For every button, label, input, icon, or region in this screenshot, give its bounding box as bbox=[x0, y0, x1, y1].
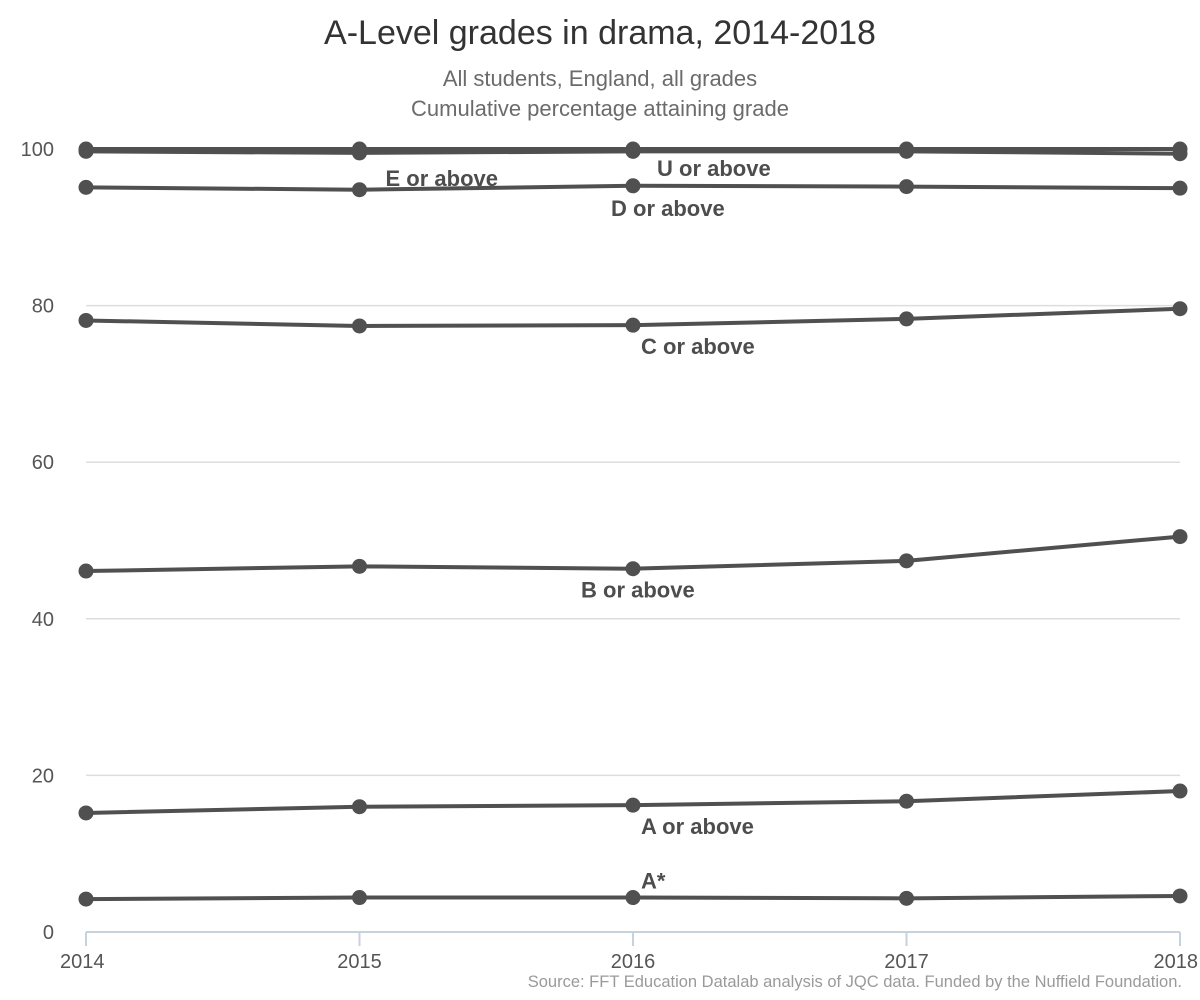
x-tick-label-2016: 2016 bbox=[611, 951, 656, 973]
point-a-or-above-2017 bbox=[899, 793, 914, 809]
series-b-or-above bbox=[78, 529, 1188, 579]
series-a-or-above bbox=[78, 783, 1188, 821]
point-e-or-above-2015 bbox=[352, 145, 367, 161]
point-b-or-above-2017 bbox=[899, 553, 914, 569]
chart-title: A-Level grades in drama, 2014-2018 bbox=[324, 14, 876, 52]
point-d-or-above-2014 bbox=[78, 179, 94, 195]
x-tick-label-2014: 2014 bbox=[60, 951, 105, 973]
point-c-or-above-2018 bbox=[1172, 301, 1188, 317]
point-b-or-above-2018 bbox=[1172, 529, 1188, 545]
y-tick-label-60: 60 bbox=[32, 452, 54, 474]
x-tick-label-2018: 2018 bbox=[1154, 951, 1199, 973]
series-c-or-above bbox=[78, 301, 1188, 334]
point-a-star-2017 bbox=[899, 890, 914, 906]
point-a-star-2018 bbox=[1172, 888, 1188, 904]
x-tick-label-2015: 2015 bbox=[337, 951, 382, 973]
series-label-b-or-above: B or above bbox=[581, 578, 695, 603]
series-label-a-star: A* bbox=[641, 869, 666, 894]
point-e-or-above-2016 bbox=[625, 143, 641, 159]
point-c-or-above-2016 bbox=[625, 317, 641, 333]
point-c-or-above-2017 bbox=[899, 311, 914, 327]
point-b-or-above-2015 bbox=[352, 558, 367, 574]
series-label-u-or-above: U or above bbox=[657, 156, 771, 181]
series-label-e-or-above: E or above bbox=[386, 166, 498, 191]
y-tick-label-20: 20 bbox=[32, 765, 54, 787]
series-e-or-above bbox=[78, 143, 1188, 162]
y-tick-label-80: 80 bbox=[32, 296, 54, 318]
series-a-star bbox=[78, 888, 1188, 907]
point-b-or-above-2014 bbox=[78, 563, 94, 579]
point-e-or-above-2017 bbox=[899, 143, 914, 159]
point-d-or-above-2015 bbox=[352, 182, 367, 198]
point-a-or-above-2015 bbox=[352, 799, 367, 815]
point-a-or-above-2016 bbox=[625, 797, 641, 813]
point-c-or-above-2015 bbox=[352, 318, 367, 334]
series-lines bbox=[78, 141, 1188, 907]
series-label-a-or-above: A or above bbox=[641, 814, 754, 839]
point-c-or-above-2014 bbox=[78, 312, 94, 328]
point-a-star-2014 bbox=[78, 891, 94, 907]
x-axis-ticks: 2014 2015 2016 2017 2018 bbox=[60, 932, 1198, 973]
point-a-star-2015 bbox=[352, 890, 367, 906]
series-label-d-or-above: D or above bbox=[611, 196, 725, 221]
y-tick-label-40: 40 bbox=[32, 609, 54, 631]
point-a-or-above-2014 bbox=[78, 805, 94, 821]
series-label-c-or-above: C or above bbox=[641, 334, 755, 359]
source-caption: Source: FFT Education Datalab analysis o… bbox=[527, 973, 1182, 991]
y-axis-ticks: 0 20 40 60 80 100 bbox=[21, 139, 54, 944]
point-b-or-above-2016 bbox=[625, 561, 641, 577]
grid-lines bbox=[86, 148, 1180, 777]
point-d-or-above-2016 bbox=[625, 178, 641, 194]
point-d-or-above-2017 bbox=[899, 179, 914, 195]
x-tick-label-2017: 2017 bbox=[884, 951, 929, 973]
series-d-or-above bbox=[78, 178, 1188, 198]
point-e-or-above-2018 bbox=[1172, 146, 1188, 162]
point-e-or-above-2014 bbox=[78, 143, 94, 159]
y-tick-label-0: 0 bbox=[43, 922, 54, 944]
chart-subtitle-line-2: Cumulative percentage attaining grade bbox=[411, 96, 789, 121]
point-a-or-above-2018 bbox=[1172, 783, 1188, 799]
y-tick-label-100: 100 bbox=[21, 139, 54, 161]
series-labels: U or above E or above D or above C or above… bbox=[386, 156, 771, 894]
chart-subtitle-line-1: All students, England, all grades bbox=[442, 66, 758, 91]
point-a-star-2016 bbox=[625, 890, 641, 906]
point-d-or-above-2018 bbox=[1172, 180, 1188, 196]
